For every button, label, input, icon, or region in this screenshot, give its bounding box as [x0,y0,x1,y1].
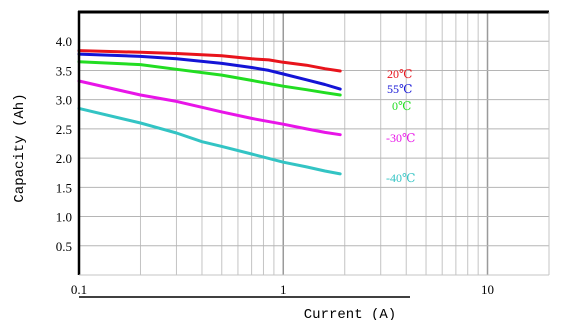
series-line [77,79,342,137]
tick-labels: 0.5 1.0 1.5 2.0 2.5 3.0 3.5 4.0 0.1 1 10 [56,34,494,297]
series-label: -30℃ [386,131,415,145]
y-tick-label: 4.0 [56,34,72,49]
y-tick-label: 0.5 [56,239,72,254]
x-tick-label: 1 [280,282,287,297]
series-labels: 20℃55℃ 0℃ -30℃ -40℃ [386,67,415,185]
y-tick-label: 3.5 [56,63,72,78]
x-axis-label: Current (A) [304,307,396,320]
series-label: 55℃ [387,82,412,96]
x-tick-label: 0.1 [71,282,87,297]
plot-frame [77,10,550,298]
series-line [77,60,342,97]
y-tick-label: 2.5 [56,122,72,137]
series-line [77,52,342,91]
series-lines [77,49,342,176]
series-label: 20℃ [387,67,412,81]
series-label: 0℃ [392,99,411,113]
y-tick-label: 3.0 [56,93,72,108]
x-tick-label: 10 [481,282,494,297]
y-tick-label: 1.0 [56,210,72,225]
series-line [77,106,342,176]
y-tick-label: 1.5 [56,180,72,195]
series-line [77,49,342,73]
y-tick-label: 2.0 [56,151,72,166]
y-axis-label: Capacity (Ah) [12,93,28,202]
series-label: -40℃ [386,171,415,185]
